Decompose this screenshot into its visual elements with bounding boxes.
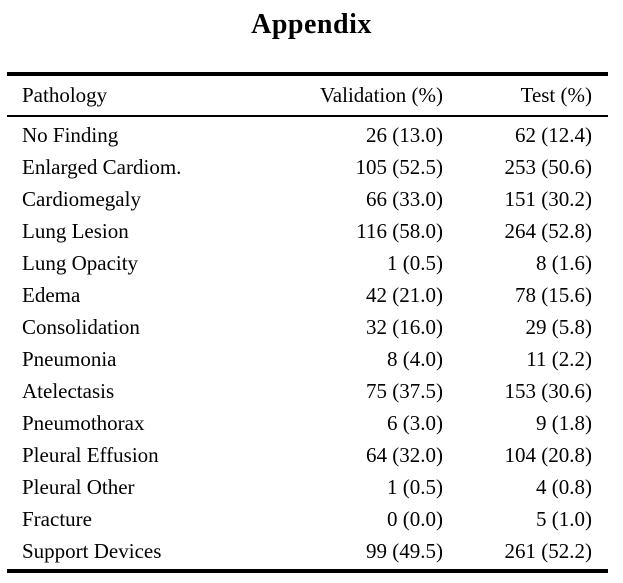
test-cell: 253 (50.6) bbox=[504, 155, 593, 179]
test-cell: 151 (30.2) bbox=[504, 187, 593, 211]
table-row: Lung Opacity 1 (0.5) 8 (1.6) bbox=[7, 247, 608, 279]
test-cell: 4 (0.8) bbox=[536, 475, 592, 499]
header-row: Pathology Validation (%) Test (%) bbox=[7, 74, 608, 117]
validation-cell: 26 (13.0) bbox=[366, 123, 443, 147]
test-cell: 9 (1.8) bbox=[536, 411, 592, 435]
pathology-cell: Enlarged Cardiom. bbox=[22, 155, 182, 179]
table-row: Pleural Effusion 64 (32.0) 104 (20.8) bbox=[7, 439, 608, 471]
pathology-cell: Fracture bbox=[22, 507, 92, 531]
validation-cell: 99 (49.5) bbox=[366, 539, 443, 563]
validation-cell: 6 (3.0) bbox=[387, 411, 443, 435]
pathology-cell: Pneumonia bbox=[22, 347, 117, 371]
test-cell: 11 (2.2) bbox=[526, 347, 592, 371]
pathology-cell: Support Devices bbox=[22, 539, 162, 563]
table-row: Consolidation 32 (16.0) 29 (5.8) bbox=[7, 311, 608, 343]
pathology-cell: Consolidation bbox=[22, 315, 140, 339]
pathology-cell: Edema bbox=[22, 283, 81, 307]
table-row: No Finding 26 (13.0) 62 (12.4) bbox=[7, 116, 608, 151]
validation-cell: 8 (4.0) bbox=[387, 347, 443, 371]
pathology-cell: Pleural Other bbox=[22, 475, 135, 499]
table-body: No Finding 26 (13.0) 62 (12.4) Enlarged … bbox=[7, 116, 608, 571]
validation-cell: 66 (33.0) bbox=[366, 187, 443, 211]
table-row: Edema 42 (21.0) 78 (15.6) bbox=[7, 279, 608, 311]
test-cell: 29 (5.8) bbox=[525, 315, 593, 339]
test-cell: 78 (15.6) bbox=[515, 283, 592, 307]
validation-cell: 64 (32.0) bbox=[366, 443, 443, 467]
test-cell: 5 (1.0) bbox=[536, 507, 592, 531]
validation-cell: 116 (58.0) bbox=[356, 219, 443, 243]
pathology-cell: No Finding bbox=[22, 123, 119, 147]
test-cell: 62 (12.4) bbox=[515, 123, 592, 147]
page-title: Appendix bbox=[251, 9, 372, 40]
pathology-cell: Lung Opacity bbox=[22, 251, 139, 275]
test-cell: 264 (52.8) bbox=[504, 219, 593, 243]
pathology-cell: Pneumothorax bbox=[22, 411, 145, 435]
validation-cell: 105 (52.5) bbox=[355, 155, 444, 179]
validation-cell: 75 (37.5) bbox=[366, 379, 443, 403]
table-row: Pleural Other 1 (0.5) 4 (0.8) bbox=[7, 471, 608, 503]
table-row: Enlarged Cardiom. 105 (52.5) 253 (50.6) bbox=[7, 151, 608, 183]
validation-cell: 1 (0.5) bbox=[387, 251, 443, 275]
table-row: Fracture 0 (0.0) 5 (1.0) bbox=[7, 503, 608, 535]
validation-cell: 42 (21.0) bbox=[366, 283, 443, 307]
column-header-validation: Validation (%) bbox=[265, 74, 443, 117]
table-row: Pneumonia 8 (4.0) 11 (2.2) bbox=[7, 343, 608, 375]
validation-cell: 0 (0.0) bbox=[387, 507, 443, 531]
test-cell: 104 (20.8) bbox=[504, 443, 593, 467]
test-cell: 8 (1.6) bbox=[536, 251, 592, 275]
table-row: Cardiomegaly 66 (33.0) 151 (30.2) bbox=[7, 183, 608, 215]
column-header-test: Test (%) bbox=[443, 74, 608, 117]
test-cell: 261 (52.2) bbox=[504, 539, 593, 563]
test-cell: 153 (30.6) bbox=[504, 379, 593, 403]
pathology-cell: Pleural Effusion bbox=[22, 443, 159, 467]
table-row: Support Devices 99 (49.5) 261 (52.2) bbox=[7, 535, 608, 571]
table-row: Pneumothorax 6 (3.0) 9 (1.8) bbox=[7, 407, 608, 439]
pathology-table: Pathology Validation (%) Test (%) No Fin… bbox=[7, 72, 608, 573]
column-header-pathology: Pathology bbox=[7, 74, 265, 117]
validation-cell: 32 (16.0) bbox=[366, 315, 443, 339]
table-row: Atelectasis 75 (37.5) 153 (30.6) bbox=[7, 375, 608, 407]
pathology-cell: Lung Lesion bbox=[22, 219, 129, 243]
validation-cell: 1 (0.5) bbox=[387, 475, 443, 499]
pathology-cell: Atelectasis bbox=[22, 379, 115, 403]
table-header: Pathology Validation (%) Test (%) bbox=[7, 74, 608, 117]
table-row: Lung Lesion 116 (58.0) 264 (52.8) bbox=[7, 215, 608, 247]
pathology-cell: Cardiomegaly bbox=[22, 187, 141, 211]
